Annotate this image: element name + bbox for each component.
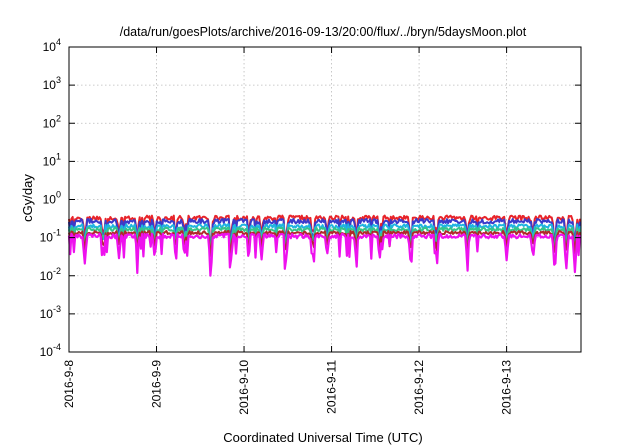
y-tick-base: 10: [40, 345, 54, 359]
y-tick-base: 10: [43, 40, 57, 54]
y-tick-base: 10: [40, 307, 54, 321]
y-tick-label: 10-3: [40, 304, 61, 321]
y-tick-base: 10: [43, 154, 57, 168]
y-tick-label: 100: [43, 190, 61, 207]
y-tick-base: 10: [43, 193, 57, 207]
y-tick-label: 101: [43, 151, 61, 168]
x-tick-label: 2016-9-11: [325, 360, 339, 414]
grid-layer: [69, 47, 581, 352]
x-tick-label: 2016-9-12: [412, 360, 426, 415]
y-tick-exponent: 0: [56, 190, 61, 200]
y-tick-label: 10-2: [40, 266, 61, 283]
y-tick-exponent: 1: [56, 151, 61, 161]
x-axis-label: Coordinated Universal Time (UTC): [223, 430, 422, 445]
y-tick-label: 102: [43, 113, 61, 130]
y-tick-base: 10: [40, 269, 54, 283]
y-tick-label: 10-1: [40, 228, 61, 245]
x-tick-label: 2016-9-13: [500, 360, 514, 415]
y-tick-exponent: 4: [56, 37, 61, 47]
y-tick-label: 103: [43, 75, 61, 92]
y-tick-exponent: 2: [56, 113, 61, 123]
x-tick-label: 2016-9-9: [150, 360, 164, 408]
y-tick-exponent: -4: [53, 342, 61, 352]
x-tick-label: 2016-9-8: [62, 360, 76, 408]
y-tick-label: 10-4: [40, 342, 61, 359]
y-tick-exponent: -1: [53, 228, 61, 238]
chart-title: /data/run/goesPlots/archive/2016-09-13/2…: [120, 25, 527, 39]
y-axis-label: cGy/day: [20, 174, 35, 222]
y-tick-exponent: -2: [53, 266, 61, 276]
y-tick-base: 10: [43, 78, 57, 92]
y-tick-label: 104: [43, 37, 61, 54]
y-tick-exponent: 3: [56, 75, 61, 85]
series-layer: [67, 214, 582, 277]
x-tick-label: 2016-9-10: [237, 360, 251, 415]
y-tick-exponent: -3: [53, 304, 61, 314]
series-line: [67, 232, 582, 277]
y-tick-base: 10: [43, 116, 57, 130]
y-tick-base: 10: [40, 231, 54, 245]
